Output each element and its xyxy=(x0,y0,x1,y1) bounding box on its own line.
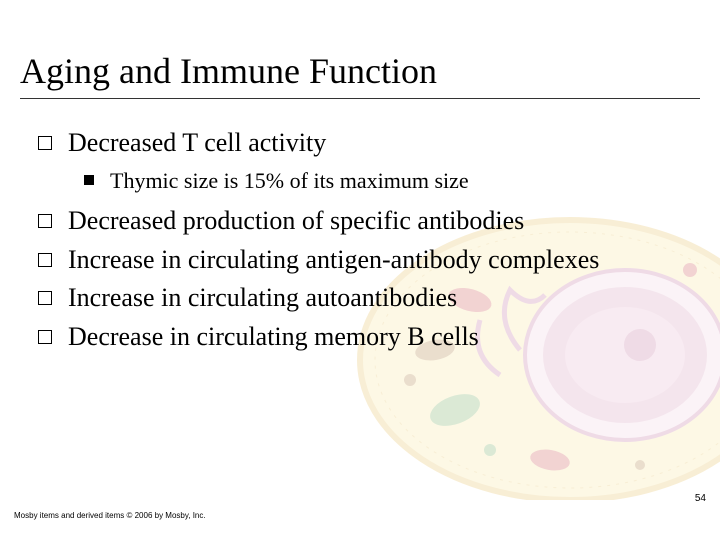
bullet-list-level2: Thymic size is 15% of its maximum size xyxy=(84,166,700,196)
bullet-item: Decreased T cell activity xyxy=(38,127,700,160)
slide-content: Aging and Immune Function Decreased T ce… xyxy=(20,50,700,353)
bullet-text: Increase in circulating antigen-antibody… xyxy=(68,244,700,277)
hollow-square-bullet-icon xyxy=(38,253,52,267)
page-number: 54 xyxy=(695,493,706,504)
bullet-item: Decreased production of specific antibod… xyxy=(38,205,700,238)
bullet-text: Increase in circulating autoantibodies xyxy=(68,282,700,315)
bullet-list-level1: Decreased production of specific antibod… xyxy=(38,205,700,353)
bullet-item: Increase in circulating antigen-antibody… xyxy=(38,244,700,277)
copyright-text: Mosby items and derived items © 2006 by … xyxy=(14,511,206,520)
bullet-list-level1: Decreased T cell activity xyxy=(38,127,700,160)
slide-title: Aging and Immune Function xyxy=(20,50,700,99)
bullet-text: Decrease in circulating memory B cells xyxy=(68,321,700,354)
hollow-square-bullet-icon xyxy=(38,214,52,228)
hollow-square-bullet-icon xyxy=(38,291,52,305)
bullet-text: Decreased production of specific antibod… xyxy=(68,205,700,238)
bullet-item: Decrease in circulating memory B cells xyxy=(38,321,700,354)
bullet-item: Increase in circulating autoantibodies xyxy=(38,282,700,315)
sub-bullet-item: Thymic size is 15% of its maximum size xyxy=(84,166,700,196)
sub-bullet-text: Thymic size is 15% of its maximum size xyxy=(110,166,469,196)
bullet-text: Decreased T cell activity xyxy=(68,127,700,160)
slide-container: Aging and Immune Function Decreased T ce… xyxy=(0,0,720,540)
hollow-square-bullet-icon xyxy=(38,330,52,344)
solid-square-bullet-icon xyxy=(84,175,94,185)
hollow-square-bullet-icon xyxy=(38,136,52,150)
